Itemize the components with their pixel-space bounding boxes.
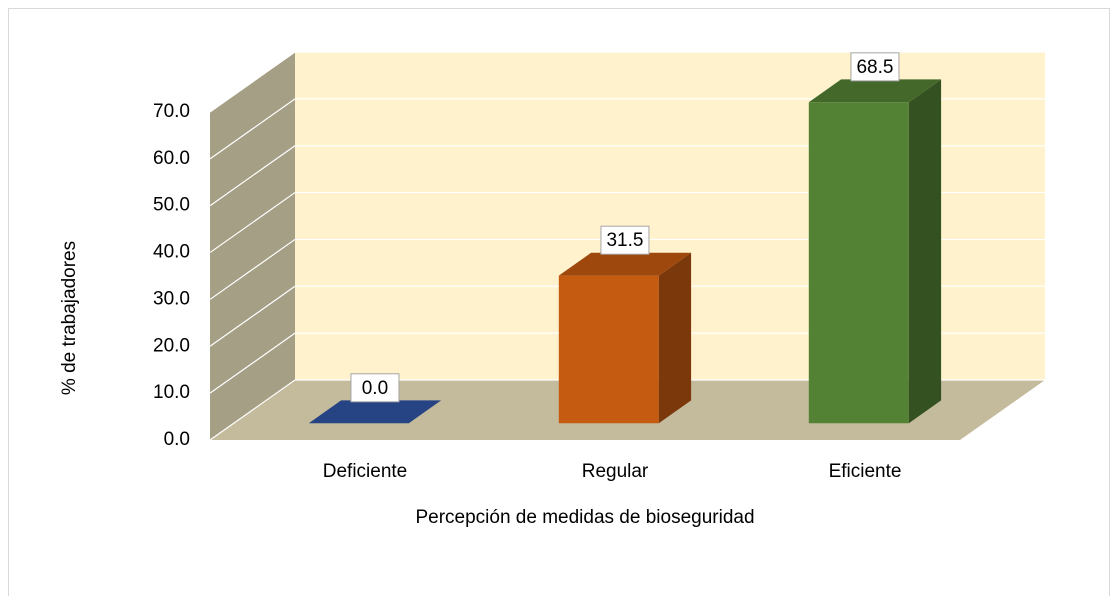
y-axis-title: % de trabajadores xyxy=(59,241,80,395)
y-tick-label: 50.0 xyxy=(153,195,190,216)
bar-side xyxy=(908,79,942,424)
x-tick-label: Eficiente xyxy=(829,461,902,482)
bar xyxy=(558,252,692,424)
grid-line xyxy=(209,379,1045,441)
bar-top xyxy=(558,252,692,276)
data-label-box xyxy=(600,225,650,255)
x-tick-label: Deficiente xyxy=(323,461,408,482)
grid-line xyxy=(209,238,1045,300)
y-tick-label: 40.0 xyxy=(153,242,190,263)
grid-line xyxy=(209,51,1045,113)
grid-line xyxy=(209,332,1045,394)
grid-line xyxy=(209,285,1045,347)
data-label: 68.5 xyxy=(856,57,893,78)
y-tick-label: 0.0 xyxy=(164,429,190,450)
bar-front xyxy=(808,102,909,424)
bar xyxy=(808,79,942,424)
y-tick-label: 60.0 xyxy=(153,148,190,169)
bar xyxy=(308,400,442,424)
grid-line xyxy=(209,98,1045,160)
data-label-box xyxy=(850,52,900,82)
x-tick-label: Regular xyxy=(582,461,649,482)
grid-line xyxy=(209,145,1045,207)
x-axis-title: Percepción de medidas de bioseguridad xyxy=(415,507,754,528)
y-tick-label: 20.0 xyxy=(153,335,190,356)
data-label: 31.5 xyxy=(606,230,643,251)
grid-line xyxy=(209,191,1045,254)
data-label: 0.0 xyxy=(362,378,388,399)
bar-front xyxy=(558,275,659,424)
bar-side xyxy=(658,252,692,424)
y-tick-label: 10.0 xyxy=(153,382,190,403)
y-tick-label: 70.0 xyxy=(153,101,190,122)
y-tick-label: 30.0 xyxy=(153,288,190,309)
bar-top xyxy=(308,400,442,424)
side-wall xyxy=(210,52,295,440)
data-label-box xyxy=(350,373,400,403)
bar-top xyxy=(808,79,942,103)
